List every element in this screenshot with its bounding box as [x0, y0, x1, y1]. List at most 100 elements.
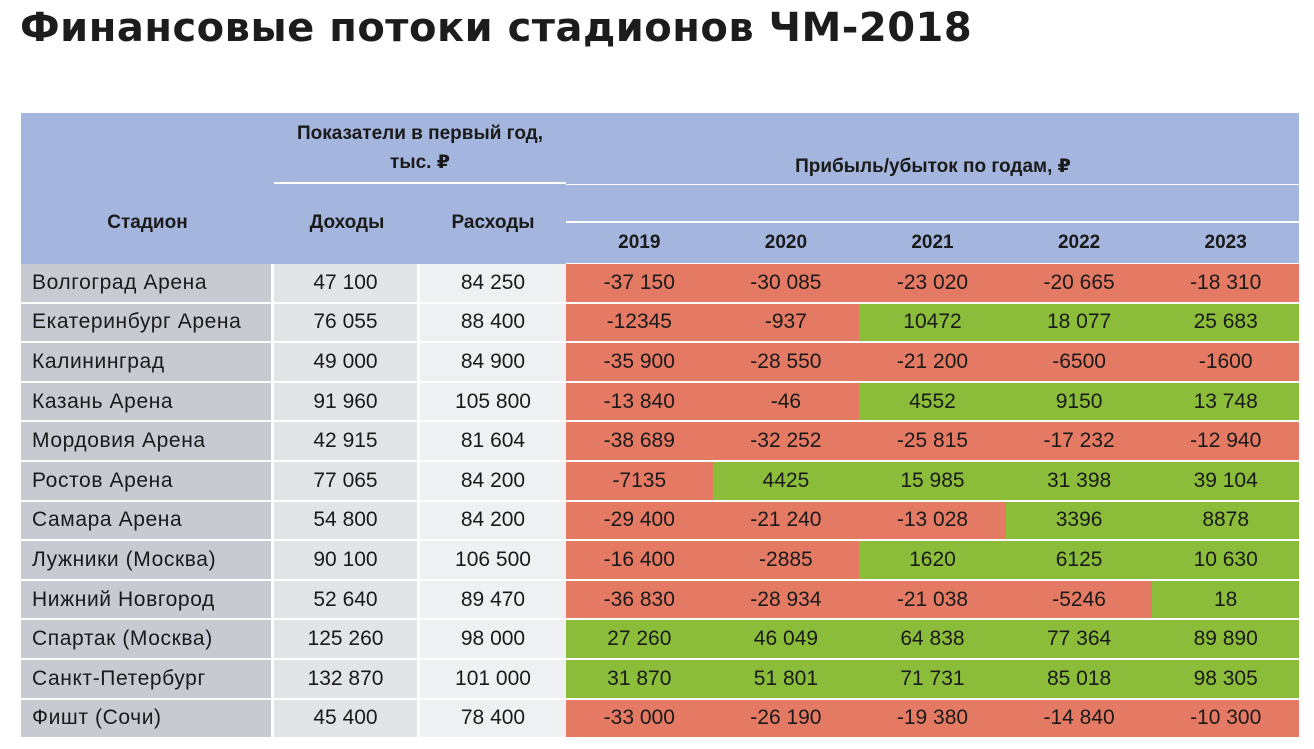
profit-cell-2020: 46 049 [712, 620, 860, 660]
profit-cell-2022: 18 077 [1005, 303, 1153, 344]
expenses-cell: 88 400 [420, 303, 566, 344]
income-cell: 42 915 [274, 422, 420, 462]
income-cell: 47 100 [274, 264, 420, 304]
first-year-group-header: Показатели в первый год, тыс. ₽ [274, 113, 566, 184]
expenses-cell: 89 470 [420, 580, 566, 621]
profit-cell-2023: -18 310 [1152, 264, 1299, 304]
years-header-container: 2019 2020 2021 2022 2023 [566, 184, 1299, 264]
profit-cell-2023: 18 [1152, 580, 1299, 621]
expenses-cell: 84 200 [420, 501, 566, 542]
profit-cell-2019: -38 689 [566, 422, 713, 462]
profit-cell-2019: -29 400 [566, 501, 713, 542]
table-row: Мордовия Арена 42 915 81 604 -38 689 -32 252… [21, 422, 1299, 462]
profit-cell-2019: -16 400 [566, 541, 713, 581]
profit-cell-2019: -12345 [566, 303, 713, 344]
profit-cell-2019: -37 150 [566, 264, 713, 304]
profit-cell-2021: 4552 [859, 382, 1006, 423]
table-row: Казань Арена 91 960 105 800 -13 840 -46 4552 9… [21, 382, 1299, 423]
year-header-2020: 2020 [764, 232, 808, 253]
profit-cell-2020: -937 [712, 303, 860, 344]
profit-cell-2023: 13 748 [1152, 382, 1299, 423]
table-row: Нижний Новгород 52 640 89 470 -36 830 -28 93… [21, 580, 1299, 621]
income-cell: 90 100 [274, 541, 420, 581]
income-cell: 54 800 [274, 501, 420, 542]
expenses-cell: 105 800 [420, 382, 566, 423]
year-header-2019: 2019 [618, 232, 661, 253]
profit-cell-2022: 6125 [1005, 541, 1153, 581]
table-body: Волгоград Арена 47 100 84 250 -37 150 -30 08… [21, 264, 1299, 740]
profit-cell-2020: -2885 [712, 541, 860, 581]
profit-cell-2021: -19 380 [859, 699, 1006, 740]
profit-cell-2023: 89 890 [1152, 620, 1299, 660]
profit-cell-2020: -32 252 [712, 422, 860, 462]
income-cell: 77 065 [274, 461, 420, 502]
income-cell: 125 260 [274, 620, 420, 660]
profit-cell-2020: 4425 [712, 461, 860, 502]
year-header-2023: 2023 [1204, 232, 1247, 253]
profit-cell-2019: -33 000 [566, 699, 713, 740]
profit-cell-2021: 71 731 [859, 659, 1006, 700]
profit-cell-2019: -13 840 [566, 382, 713, 423]
profit-cell-2020: -21 240 [712, 501, 860, 542]
stadium-name-cell: Спартак (Москва) [21, 620, 274, 660]
stadium-name-cell: Мордовия Арена [21, 422, 274, 462]
year-header-2022: 2022 [1057, 232, 1101, 253]
stadium-header-top [21, 113, 274, 184]
page-title: Финансовые потоки стадионов ЧМ-2018 [20, 5, 973, 51]
expenses-cell: 84 250 [420, 264, 566, 304]
expenses-cell: 84 900 [420, 343, 566, 383]
profit-cell-2023: -12 940 [1152, 422, 1299, 462]
table-row: Волгоград Арена 47 100 84 250 -37 150 -30 08… [21, 264, 1299, 304]
profit-cell-2023: 39 104 [1152, 461, 1299, 502]
table-row: Калининград 49 000 84 900 -35 900 -28 550 -21… [21, 343, 1299, 383]
stadium-name-cell: Фишт (Сочи) [21, 699, 274, 740]
expenses-cell: 78 400 [420, 699, 566, 740]
profit-cell-2020: -46 [712, 382, 860, 423]
stadium-finance-table: Показатели в первый год, тыс. ₽ Стадион … [21, 113, 1299, 740]
stadium-name-cell: Самара Арена [21, 501, 274, 542]
profit-cell-2022: 77 364 [1005, 620, 1153, 660]
profit-cell-2022: -6500 [1005, 343, 1153, 383]
profit-cell-2019: -36 830 [566, 580, 713, 621]
table-row: Лужники (Москва) 90 100 106 500 -16 400 -288… [21, 541, 1299, 581]
profit-cell-2020: -26 190 [712, 699, 860, 740]
income-header: Доходы [274, 184, 420, 264]
stadium-name-cell: Казань Арена [21, 382, 274, 423]
profit-cell-2021: 10472 [859, 303, 1006, 344]
profit-header-extension [566, 185, 1299, 221]
income-cell: 91 960 [274, 382, 420, 423]
expenses-cell: 101 000 [420, 659, 566, 700]
profit-cell-2023: 25 683 [1152, 303, 1299, 344]
income-cell: 52 640 [274, 580, 420, 621]
expenses-header: Расходы [420, 184, 566, 264]
expenses-cell: 106 500 [420, 541, 566, 581]
profit-cell-2022: 85 018 [1005, 659, 1153, 700]
profit-cell-2022: -14 840 [1005, 699, 1153, 740]
income-cell: 132 870 [274, 659, 420, 700]
income-cell: 45 400 [274, 699, 420, 740]
stadium-name-cell: Волгоград Арена [21, 264, 274, 304]
profit-cell-2021: -13 028 [859, 501, 1006, 542]
profit-cell-2021: -21 200 [859, 343, 1006, 383]
years-row: 2019 2020 2021 2022 2023 [566, 223, 1299, 263]
profit-cell-2022: -17 232 [1005, 422, 1153, 462]
expenses-cell: 84 200 [420, 461, 566, 502]
profit-cell-2022: 31 398 [1005, 461, 1153, 502]
profit-cell-2022: 9150 [1005, 382, 1153, 423]
year-header-2021: 2021 [911, 232, 954, 253]
stadium-name-cell: Лужники (Москва) [21, 541, 274, 581]
table-row: Фишт (Сочи) 45 400 78 400 -33 000 -26 190 -19… [21, 699, 1299, 740]
profit-cell-2020: -28 550 [712, 343, 860, 383]
table-row: Ростов Арена 77 065 84 200 -7135 4425 15 985 3… [21, 461, 1299, 502]
profit-cell-2021: 1620 [859, 541, 1006, 581]
table-row: Самара Арена 54 800 84 200 -29 400 -21 240 -1… [21, 501, 1299, 542]
profit-cell-2020: -28 934 [712, 580, 860, 621]
profit-cell-2022: -20 665 [1005, 264, 1153, 304]
profit-cell-2020: -30 085 [712, 264, 860, 304]
table-row: Спартак (Москва) 125 260 98 000 27 260 46 04… [21, 620, 1299, 660]
profit-cell-2023: 8878 [1152, 501, 1299, 542]
profit-cell-2019: -7135 [566, 461, 713, 502]
income-cell: 76 055 [274, 303, 420, 344]
profit-cell-2023: -1600 [1152, 343, 1299, 383]
stadium-name-cell: Калининград [21, 343, 274, 383]
